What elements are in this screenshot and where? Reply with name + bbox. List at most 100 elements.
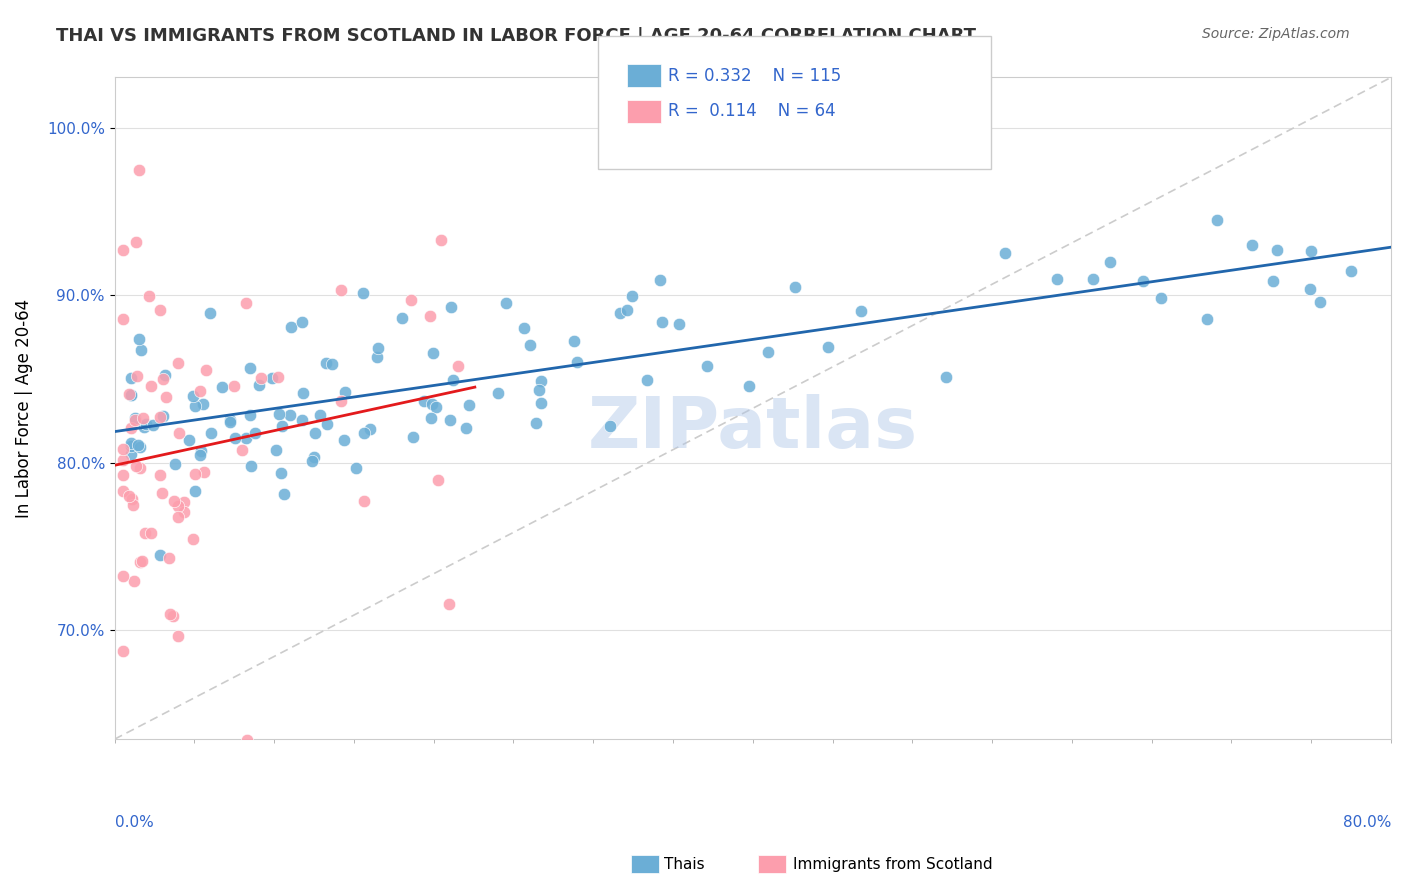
Immigrants from Scotland xyxy=(330,284,353,298)
Immigrants from Scotland xyxy=(117,489,139,503)
Immigrants from Scotland xyxy=(111,468,134,483)
Immigrants from Scotland xyxy=(419,310,441,324)
Thais xyxy=(1265,244,1288,258)
Thais xyxy=(149,548,172,562)
Immigrants from Scotland xyxy=(111,244,134,258)
Thais xyxy=(495,295,517,310)
Thais xyxy=(184,484,207,499)
Immigrants from Scotland xyxy=(159,551,181,566)
Immigrants from Scotland xyxy=(131,554,153,568)
Thais xyxy=(651,315,673,329)
Immigrants from Scotland xyxy=(111,311,134,326)
Thais xyxy=(851,303,873,318)
Thais xyxy=(120,436,142,450)
Thais xyxy=(198,306,221,320)
Thais xyxy=(650,273,672,287)
Thais xyxy=(190,448,212,462)
Thais xyxy=(616,303,638,318)
Immigrants from Scotland xyxy=(117,387,139,401)
Thais xyxy=(335,384,357,399)
Thais xyxy=(1132,274,1154,288)
Thais xyxy=(142,417,165,432)
Thais xyxy=(402,430,425,444)
Thais xyxy=(270,466,292,480)
Immigrants from Scotland xyxy=(167,425,190,440)
Thais xyxy=(456,421,478,435)
Thais xyxy=(177,433,200,447)
Thais xyxy=(301,453,323,467)
Thais xyxy=(599,419,621,434)
Thais xyxy=(530,396,553,410)
Thais xyxy=(738,379,761,393)
Immigrants from Scotland xyxy=(222,378,245,392)
Thais xyxy=(120,371,142,385)
Immigrants from Scotland xyxy=(173,495,195,509)
Thais xyxy=(309,408,332,422)
Thais xyxy=(420,411,443,425)
Immigrants from Scotland xyxy=(111,568,134,582)
Immigrants from Scotland xyxy=(111,442,134,457)
Thais xyxy=(280,408,302,422)
Immigrants from Scotland xyxy=(111,453,134,467)
Thais xyxy=(290,413,312,427)
Thais xyxy=(239,408,262,422)
Thais xyxy=(239,360,262,375)
Thais xyxy=(273,486,295,500)
Immigrants from Scotland xyxy=(267,370,290,384)
Thais xyxy=(219,415,242,429)
Immigrants from Scotland xyxy=(235,296,257,310)
Immigrants from Scotland xyxy=(167,499,190,513)
Thais xyxy=(219,413,242,427)
Thais xyxy=(359,422,381,436)
Thais xyxy=(524,416,547,430)
Thais xyxy=(422,345,444,359)
Immigrants from Scotland xyxy=(124,413,146,427)
Thais xyxy=(391,311,413,326)
Immigrants from Scotland xyxy=(129,554,152,568)
Immigrants from Scotland xyxy=(173,505,195,519)
Thais xyxy=(315,417,337,432)
Text: Thais: Thais xyxy=(664,857,704,871)
Immigrants from Scotland xyxy=(353,493,375,508)
Thais xyxy=(756,344,779,359)
Thais xyxy=(291,385,314,400)
Thais xyxy=(441,373,464,387)
Immigrants from Scotland xyxy=(426,473,449,487)
Text: 0.0%: 0.0% xyxy=(115,814,153,830)
Thais xyxy=(1299,282,1322,296)
Thais xyxy=(530,374,553,388)
Thais xyxy=(1149,291,1171,305)
Thais xyxy=(529,383,551,397)
Text: Immigrants from Scotland: Immigrants from Scotland xyxy=(793,857,993,871)
Thais xyxy=(367,341,389,355)
Immigrants from Scotland xyxy=(193,465,215,479)
Thais xyxy=(127,438,149,452)
Thais xyxy=(1301,244,1323,258)
Immigrants from Scotland xyxy=(141,379,163,393)
Thais xyxy=(235,431,257,445)
Thais xyxy=(135,417,157,431)
Thais xyxy=(935,370,957,384)
Immigrants from Scotland xyxy=(132,410,155,425)
Immigrants from Scotland xyxy=(134,525,156,540)
Thais xyxy=(817,340,839,354)
Thais xyxy=(191,397,214,411)
Thais xyxy=(1083,272,1105,286)
Immigrants from Scotland xyxy=(152,372,174,386)
Thais xyxy=(562,334,585,349)
Thais xyxy=(224,431,246,445)
Thais xyxy=(181,389,204,403)
Thais xyxy=(425,400,447,414)
Immigrants from Scotland xyxy=(149,409,172,424)
Text: THAI VS IMMIGRANTS FROM SCOTLAND IN LABOR FORCE | AGE 20-64 CORRELATION CHART: THAI VS IMMIGRANTS FROM SCOTLAND IN LABO… xyxy=(56,27,976,45)
Thais xyxy=(243,426,266,441)
Y-axis label: In Labor Force | Age 20-64: In Labor Force | Age 20-64 xyxy=(15,299,32,518)
Thais xyxy=(247,378,270,392)
Immigrants from Scotland xyxy=(401,293,423,307)
Thais xyxy=(152,409,174,423)
Thais xyxy=(120,439,142,453)
Thais xyxy=(124,411,146,425)
Thais xyxy=(190,443,212,458)
Immigrants from Scotland xyxy=(190,384,212,398)
Thais xyxy=(184,399,207,413)
